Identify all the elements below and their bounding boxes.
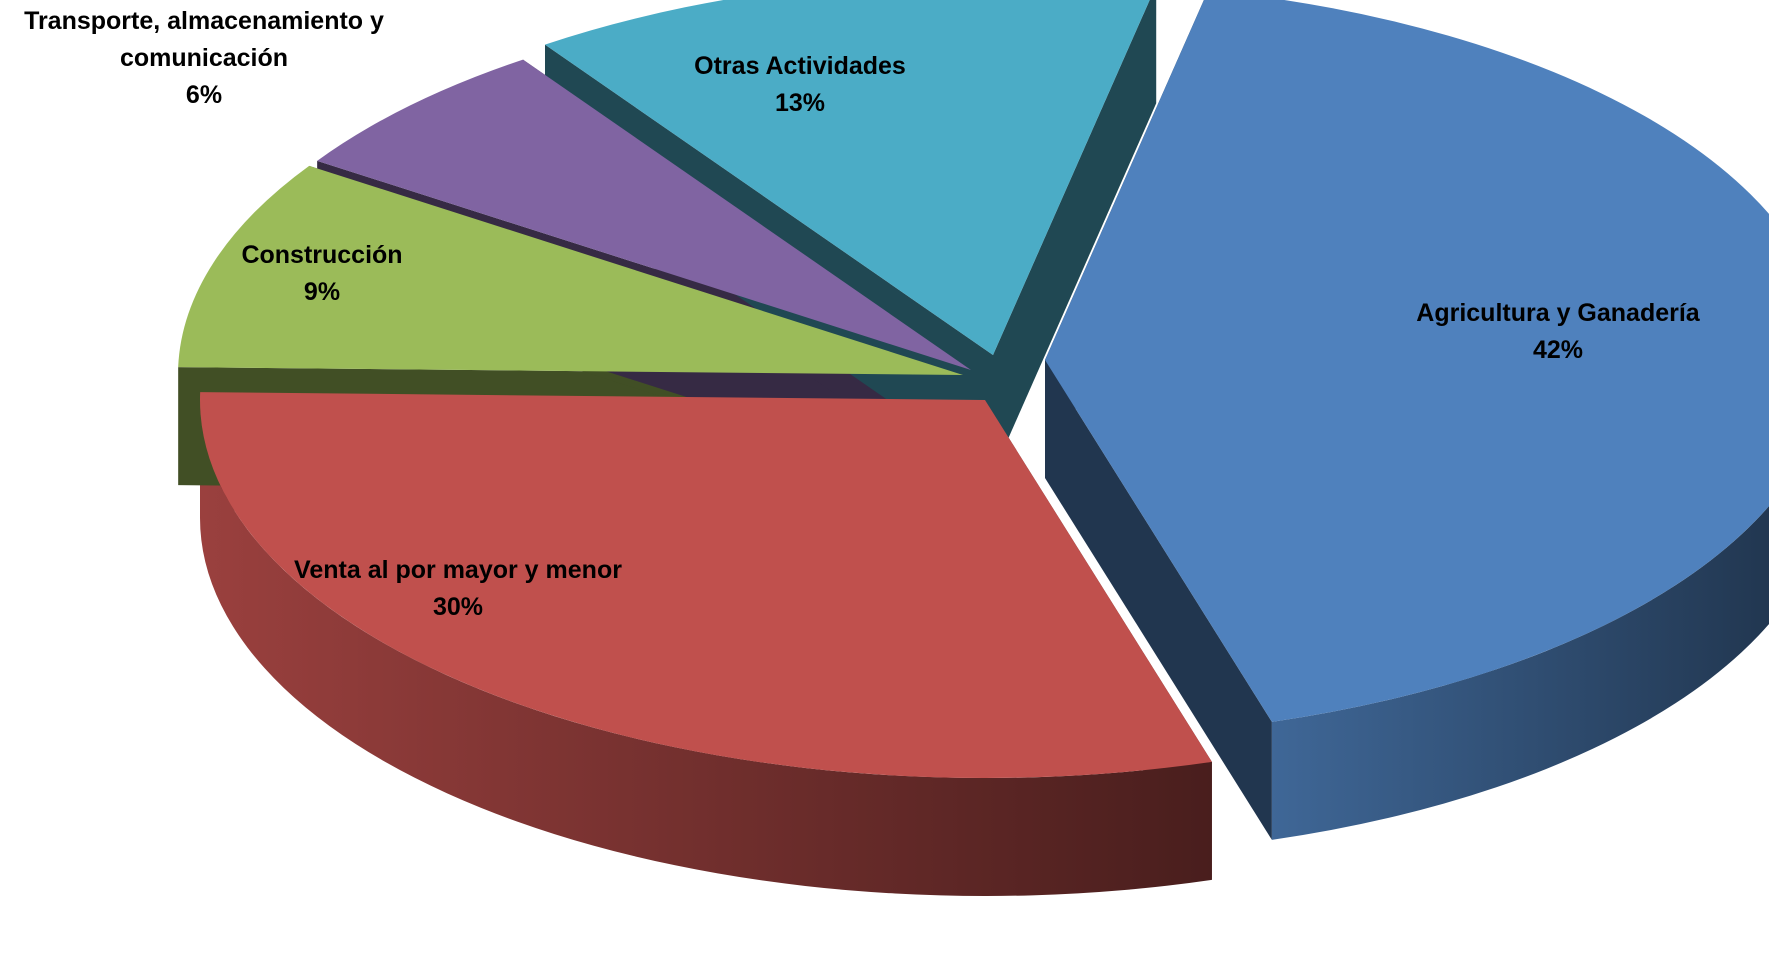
slice-label-otras: Otras Actividades 13% bbox=[694, 48, 906, 122]
slice-percent-venta: 30% bbox=[432, 593, 484, 621]
slice-wall-venta bbox=[200, 400, 1212, 896]
slice-label-construccion: Construcción 9% bbox=[241, 237, 402, 311]
slice-name-otras: Otras Actividades bbox=[694, 52, 906, 80]
slice-name-transporte: Transporte, almacenamiento y comunicació… bbox=[24, 7, 384, 72]
slice-agricultura bbox=[1045, 0, 1769, 722]
slice-label-agricultura: Agricultura y Ganadería 42% bbox=[1416, 295, 1699, 369]
slice-wall-agricultura bbox=[1271, 505, 1769, 840]
slice-percent-construccion: 9% bbox=[303, 278, 341, 306]
slice-otras bbox=[544, 0, 1150, 355]
slice-name-agricultura: Agricultura y Ganadería bbox=[1416, 299, 1700, 327]
slice-venta bbox=[200, 392, 1212, 778]
slice-percent-otras: 13% bbox=[774, 89, 826, 117]
slice-label-venta: Venta al por mayor y menor 30% bbox=[294, 552, 622, 626]
slice-label-transporte: Transporte, almacenamiento y comunicació… bbox=[0, 3, 414, 114]
slice-transporte bbox=[317, 59, 971, 371]
slice-name-construccion: Construcción bbox=[241, 241, 403, 269]
slice-construccion bbox=[178, 165, 963, 375]
slice-edge-agricultura-1 bbox=[1045, 360, 1272, 840]
slice-percent-agricultura: 42% bbox=[1532, 336, 1584, 364]
slice-percent-transporte: 6% bbox=[185, 81, 223, 109]
slice-edge-otras-1 bbox=[993, 0, 1157, 473]
slice-name-venta: Venta al por mayor y menor bbox=[294, 556, 622, 584]
